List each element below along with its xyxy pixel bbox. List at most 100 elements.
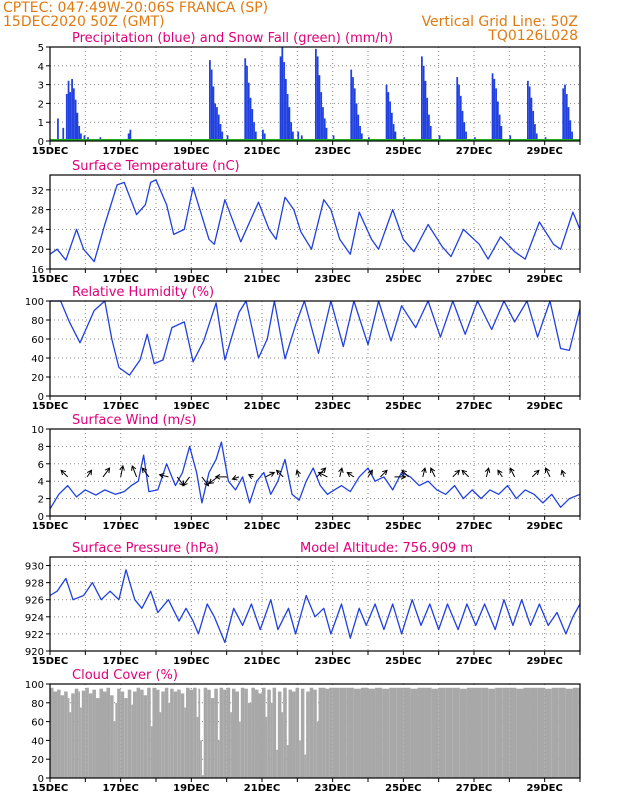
precip-bar — [300, 135, 303, 141]
x-tick-label: 17DEC — [102, 274, 138, 285]
precip-bar — [69, 92, 72, 141]
cloud-bar — [325, 688, 330, 778]
x-tick-label: 19DEC — [173, 274, 209, 285]
y-tick-label: 928 — [25, 579, 44, 590]
temperature-panel: Surface Temperature (nC) 16 20 24 28 32 15DEC 1… — [31, 159, 581, 285]
cloud-bar — [80, 707, 82, 778]
cloud-bar — [69, 712, 72, 778]
cloud-bar — [572, 687, 579, 778]
cloud-bar — [235, 691, 240, 778]
wind-arrow — [102, 467, 111, 478]
precip-bar — [359, 125, 361, 141]
precip-bar — [509, 135, 512, 141]
cloud-bar — [74, 688, 79, 778]
cloud-bar — [81, 690, 86, 778]
y-tick-label: 60 — [31, 718, 44, 729]
cloud-bar — [150, 726, 153, 778]
cloud-bar — [272, 687, 277, 778]
pressure-panel: Surface Pressure (hPa) Model Altitude: 75… — [25, 541, 581, 667]
precip-bar — [263, 133, 266, 141]
precip-bar — [288, 107, 291, 141]
cloud-bar — [375, 687, 383, 778]
cloud-bar — [558, 687, 566, 778]
cloud-bar — [288, 689, 293, 778]
precip-bar — [458, 84, 460, 141]
precip-bar — [532, 110, 535, 141]
cloud-bar — [516, 688, 524, 778]
y-tick-label: 20 — [31, 245, 44, 256]
cloud-bar — [262, 687, 266, 778]
precip-bar — [461, 110, 464, 141]
cloud-bar — [300, 688, 305, 778]
wind-arrow — [231, 475, 240, 481]
x-tick-label: 15DEC — [32, 274, 68, 285]
x-tick-label: 29DEC — [526, 656, 562, 667]
cloud-bar — [210, 698, 215, 778]
cloud-bar — [578, 687, 580, 778]
precip-bar — [392, 124, 395, 141]
precip-bar — [80, 133, 82, 141]
humidity-title: Relative Humidity (%) — [72, 285, 214, 300]
grid-note-label: Vertical Grid Line: 50Z — [421, 14, 578, 30]
cloud-bar — [247, 702, 252, 778]
precip-bar — [463, 122, 466, 141]
location-label: CPTEC: 047:49W-20:06S FRANCA (SP) — [3, 0, 269, 16]
precip-bar — [465, 131, 467, 141]
precip-bar — [253, 122, 255, 141]
precip-bar — [284, 78, 287, 141]
precip-bar — [387, 92, 390, 141]
wind-arrow — [430, 467, 436, 478]
precip-bar — [534, 124, 536, 141]
cloud-bar — [281, 712, 284, 778]
cloud-bar — [389, 687, 397, 778]
cloud-bar — [346, 687, 354, 778]
y-tick-label: 20 — [31, 373, 44, 384]
model-code-label: TQ0126L028 — [488, 28, 578, 44]
y-tick-label: 10 — [31, 425, 44, 436]
cloud-bar — [530, 687, 538, 778]
cloud-bar — [332, 687, 340, 778]
wind-arrow — [158, 472, 169, 479]
cloud-bar — [223, 689, 227, 778]
cloud-panel: Cloud Cover (%) 0 20 40 60 80 100 15DEC 17DEC 19D… — [25, 668, 581, 794]
cloud-bar — [277, 691, 282, 778]
cloud-bar — [230, 712, 232, 778]
x-tick-label: 25DEC — [385, 274, 421, 285]
y-tick-label: 6 — [38, 460, 44, 471]
cloud-bar — [78, 691, 81, 778]
wind-arrow — [317, 471, 328, 478]
x-tick-label: 27DEC — [456, 401, 492, 412]
precip-bar — [244, 58, 247, 141]
cloud-bar — [267, 689, 271, 778]
cloud-bar — [117, 688, 121, 778]
y-tick-label: 60 — [31, 335, 44, 346]
y-tick-label: 40 — [31, 354, 44, 365]
wind-arrow — [275, 469, 284, 478]
y-tick-label: 4 — [38, 477, 44, 488]
wind-arrow — [182, 476, 190, 487]
y-tick-label: 16 — [31, 265, 44, 276]
precip-bar — [127, 133, 130, 141]
y-tick-label: 0 — [38, 137, 44, 148]
wind-arrow — [60, 469, 69, 478]
precip-panel: Precipitation (blue) and Snow Fall (gree… — [32, 31, 581, 157]
cloud-bar — [410, 688, 418, 778]
x-tick-label: 27DEC — [456, 783, 492, 794]
wind-title: Surface Wind (m/s) — [72, 413, 196, 428]
precip-bar — [283, 62, 285, 141]
cloud-bar — [382, 688, 390, 778]
x-tick-label: 19DEC — [173, 521, 209, 532]
cloud-bar — [198, 688, 201, 778]
wind-arrow — [247, 474, 254, 480]
y-tick-label: 0 — [38, 512, 44, 523]
precip-title: Precipitation (blue) and Snow Fall (gree… — [72, 31, 393, 46]
precip-bar — [67, 80, 70, 141]
cloud-bar — [201, 775, 204, 778]
cloud-bar — [219, 687, 224, 778]
x-tick-label: 15DEC — [32, 401, 68, 412]
cloud-bar — [147, 687, 151, 778]
precip-bar — [315, 48, 317, 141]
wind-arrow — [208, 476, 219, 485]
cloud-bar — [309, 687, 314, 778]
cloud-bar — [329, 687, 333, 778]
